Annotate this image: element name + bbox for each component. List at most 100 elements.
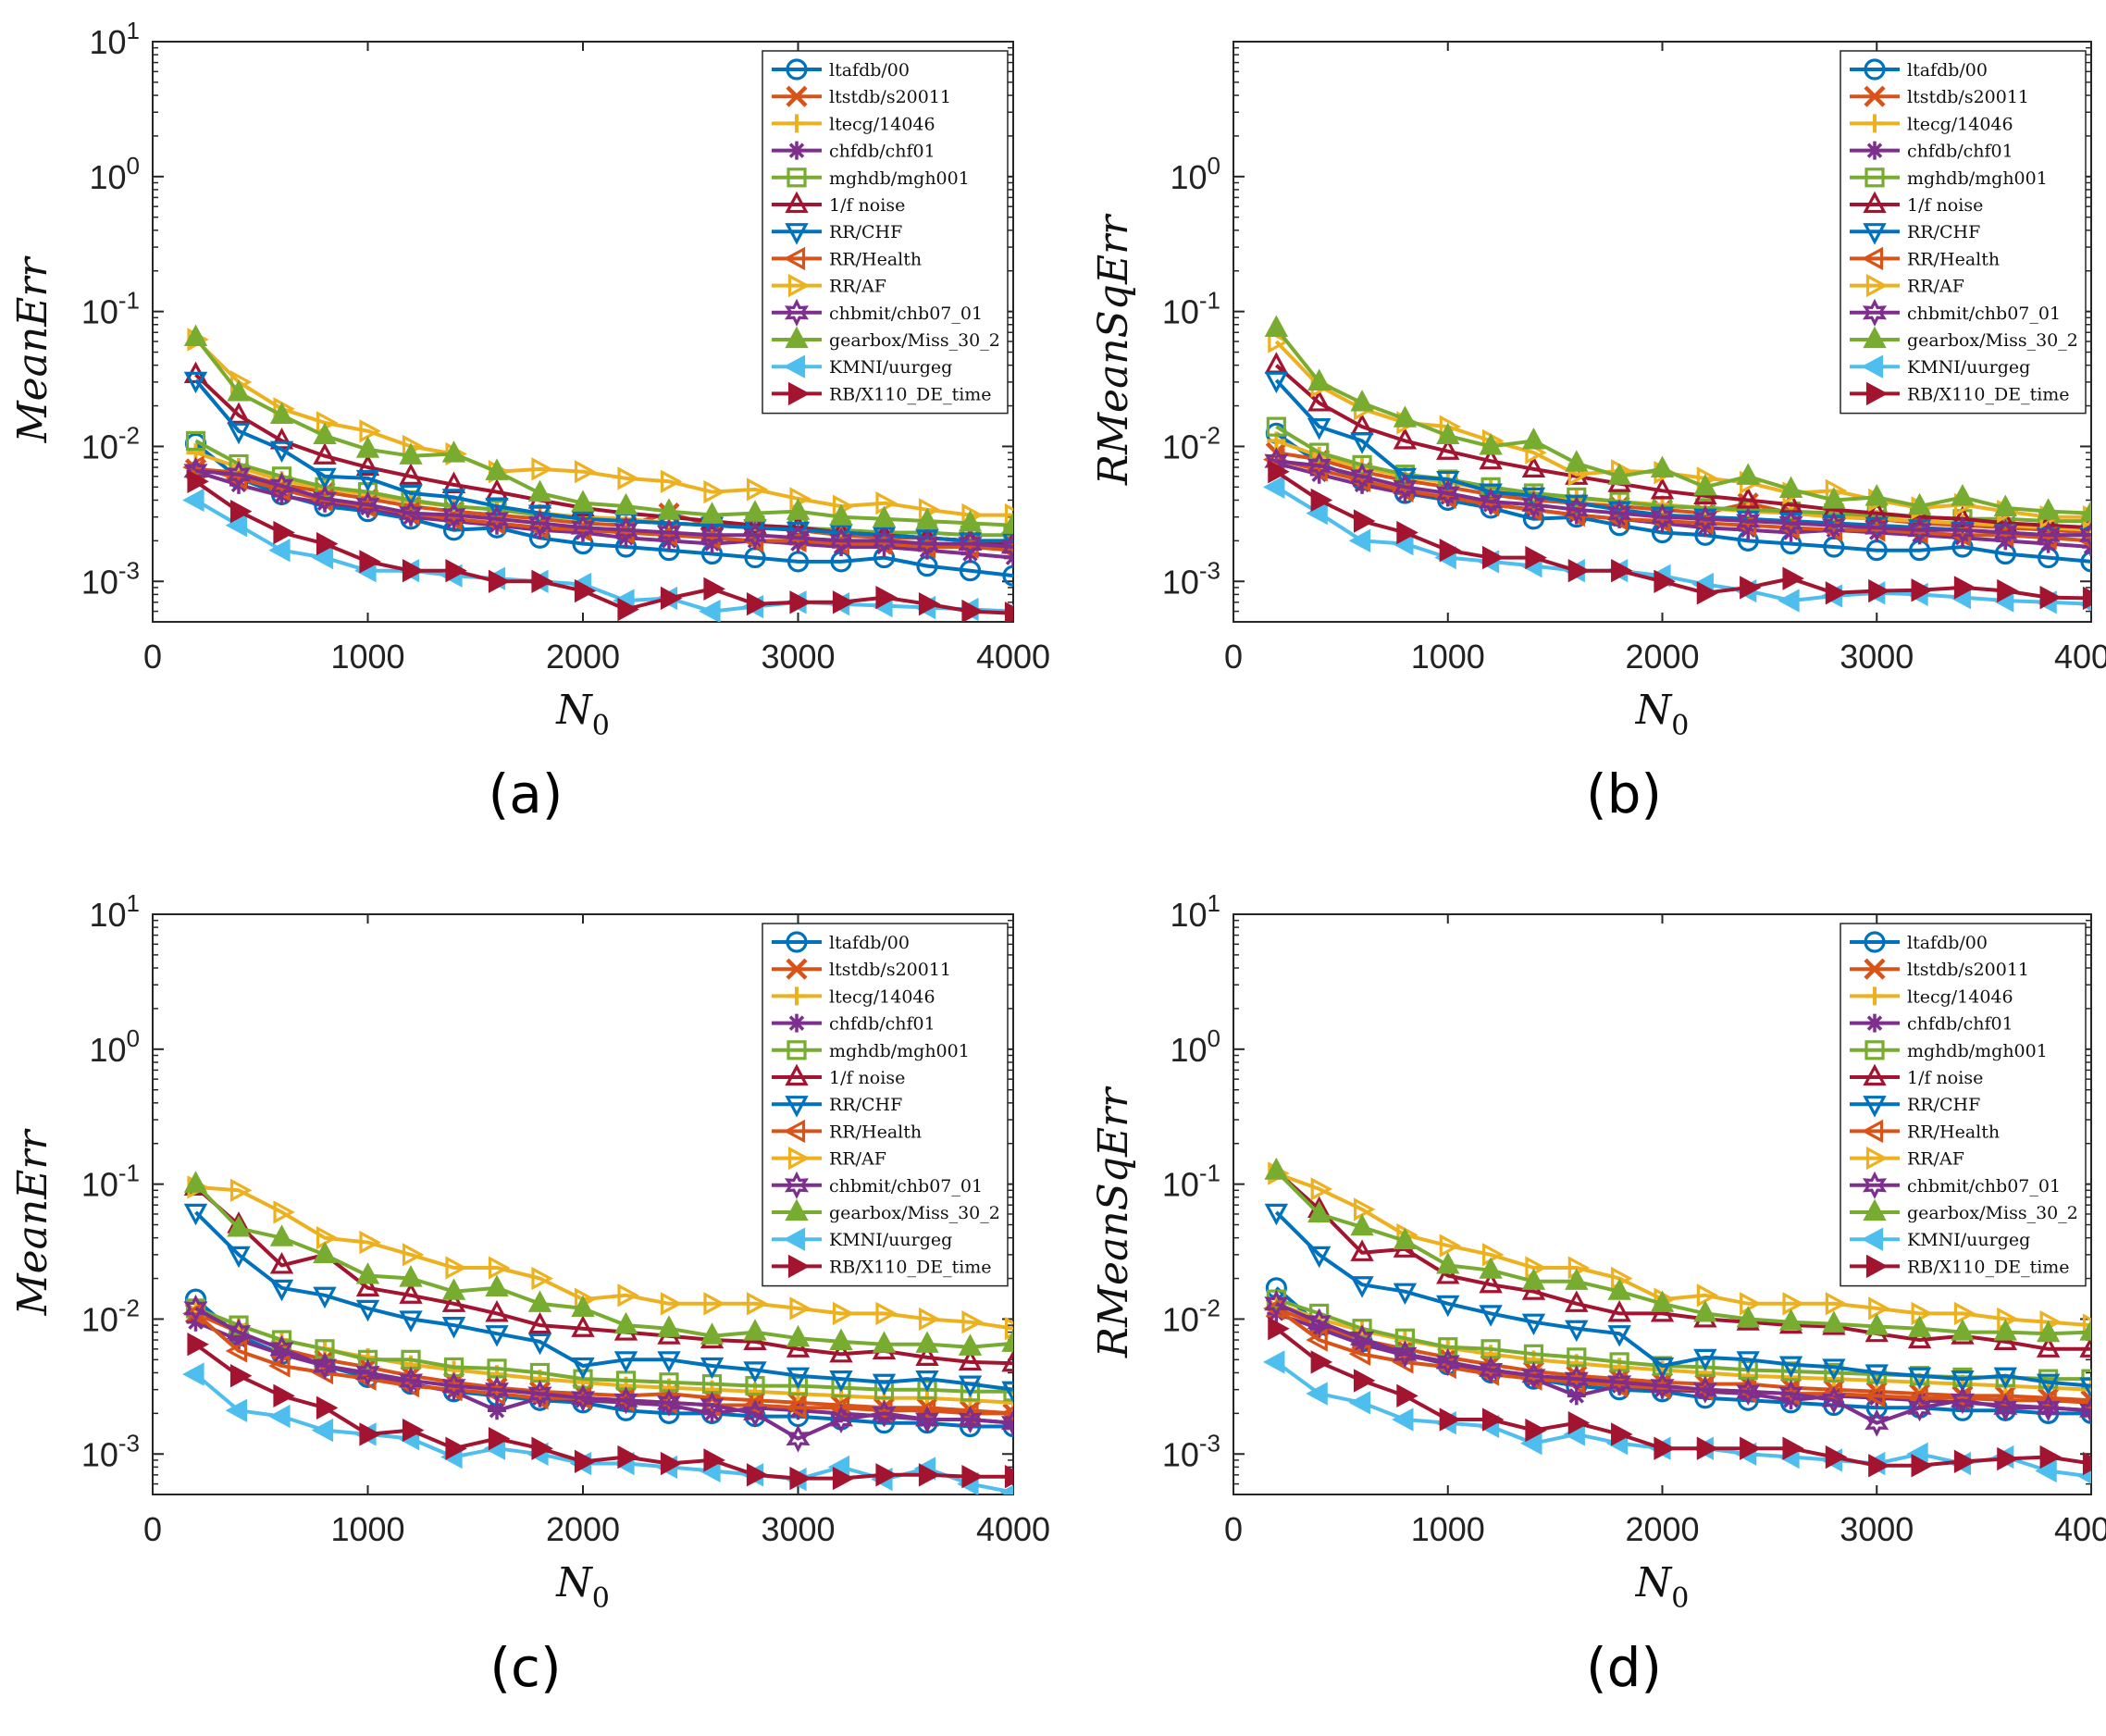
data-point xyxy=(312,1351,338,1381)
data-point xyxy=(742,521,768,550)
legend-label: ltstdb/s20011 xyxy=(829,87,951,107)
legend-entry: ltstdb/s20011 xyxy=(772,85,951,107)
legend-label: KMNI/uurgeg xyxy=(829,1230,952,1250)
data-point xyxy=(1951,505,1975,527)
series-rb-x110-de-time xyxy=(187,1333,1013,1491)
x-tick-label: 4000 xyxy=(2054,1510,2106,1548)
data-point xyxy=(961,599,984,622)
data-point xyxy=(1479,1305,1503,1327)
data-point xyxy=(1740,576,1762,600)
data-point xyxy=(441,1317,466,1339)
x-axis-title: N0 xyxy=(555,687,610,742)
y-tick-label: 10-3 xyxy=(81,556,140,601)
legend-label: ltecg/14046 xyxy=(1907,986,2013,1007)
legend-entry: mghdb/mgh001 xyxy=(1850,167,2048,189)
legend-label: RR/AF xyxy=(1907,1149,1964,1170)
data-point xyxy=(1479,1257,1503,1279)
y-axis-title: RMeanSqErr xyxy=(1090,213,1137,486)
data-point xyxy=(1736,1377,1761,1406)
legend-entry: RB/X110_DE_time xyxy=(772,381,992,406)
data-point xyxy=(1436,1295,1460,1318)
data-point xyxy=(1993,1394,2018,1422)
data-point xyxy=(1395,484,1415,503)
legend-entry: RB/X110_DE_time xyxy=(1850,381,2070,406)
data-point xyxy=(359,419,381,443)
data-point xyxy=(746,1292,769,1316)
data-point xyxy=(1782,1292,1804,1316)
legend-entry: ltafdb/00 xyxy=(772,931,910,953)
data-point xyxy=(399,463,423,485)
data-point xyxy=(1822,1358,1846,1381)
legend-label: chbmit/chb07_01 xyxy=(829,1176,983,1197)
legend-label: mghdb/mgh001 xyxy=(1907,1041,2048,1061)
legend-entry: gearbox/Miss_30_2 xyxy=(1850,1198,2078,1223)
y-tick-label: 101 xyxy=(89,889,140,934)
legend-label: 1/f noise xyxy=(1907,195,1983,216)
legend-entry: ltstdb/s20011 xyxy=(772,958,951,980)
data-point xyxy=(272,1345,291,1364)
legend-entry: RR/CHF xyxy=(1850,1095,1980,1118)
legend-entry: gearbox/Miss_30_2 xyxy=(772,326,1000,351)
data-point xyxy=(2077,1469,2091,1484)
data-point xyxy=(1778,1308,1803,1331)
data-point xyxy=(1439,1234,1462,1258)
data-point xyxy=(788,1401,808,1420)
legend-entry: RB/X110_DE_time xyxy=(1850,1254,2070,1279)
data-point xyxy=(1307,390,1332,412)
legend-entry: chfdb/chf01 xyxy=(1850,1014,2013,1035)
legend-entry: RR/Health xyxy=(772,1119,922,1144)
data-point xyxy=(656,1388,682,1417)
data-point xyxy=(1864,484,1889,506)
legend-entry: chbmit/chb07_01 xyxy=(772,1171,983,1199)
series-chbmit-chb07-01 xyxy=(1264,447,2091,550)
data-point xyxy=(657,1315,681,1337)
data-point xyxy=(1607,463,1631,485)
data-point xyxy=(2079,1319,2091,1341)
legend-label: chfdb/chf01 xyxy=(829,142,935,162)
data-point xyxy=(313,1286,337,1309)
data-point xyxy=(268,1354,291,1378)
data-point xyxy=(1521,428,1546,450)
data-point xyxy=(613,492,638,515)
data-point xyxy=(227,379,251,402)
data-point xyxy=(875,585,898,610)
legend-label: chbmit/chb07_01 xyxy=(829,304,983,324)
data-point xyxy=(1740,1436,1762,1460)
data-point xyxy=(999,1484,1013,1494)
data-point xyxy=(488,1256,511,1280)
legend-entry: RR/CHF xyxy=(772,222,902,245)
data-point xyxy=(359,1422,381,1446)
data-point xyxy=(527,1380,552,1408)
data-point xyxy=(786,1424,811,1453)
data-point xyxy=(1392,1350,1414,1374)
data-point xyxy=(1953,1301,1976,1326)
data-point xyxy=(1736,463,1760,485)
data-point xyxy=(958,1405,983,1434)
data-point xyxy=(313,422,337,444)
data-point xyxy=(1907,1315,1932,1337)
series-gearbox-miss-30-2 xyxy=(183,1171,1013,1356)
data-point xyxy=(1654,569,1676,593)
data-point xyxy=(316,1225,339,1250)
data-point xyxy=(2036,1335,2061,1358)
data-point xyxy=(616,1393,636,1412)
data-point xyxy=(1907,515,1932,544)
data-point xyxy=(1479,433,1503,455)
data-point xyxy=(1353,1369,1376,1393)
data-point xyxy=(531,1266,553,1291)
data-point xyxy=(312,484,338,513)
legend-label: ltstdb/s20011 xyxy=(1907,960,2029,980)
data-point xyxy=(1782,566,1804,590)
series-rr-chf xyxy=(183,1203,1013,1404)
data-point xyxy=(445,1436,467,1460)
x-tick-label: 0 xyxy=(1224,638,1243,676)
data-point xyxy=(1268,329,1290,353)
legend-label: RR/CHF xyxy=(829,222,902,242)
data-point xyxy=(441,1278,466,1300)
data-point xyxy=(1393,1227,1418,1250)
data-point xyxy=(2078,1396,2091,1425)
legend-label: ltecg/14046 xyxy=(1907,114,2013,134)
data-point xyxy=(1307,1308,1332,1336)
x-tick-label: 0 xyxy=(143,638,162,676)
